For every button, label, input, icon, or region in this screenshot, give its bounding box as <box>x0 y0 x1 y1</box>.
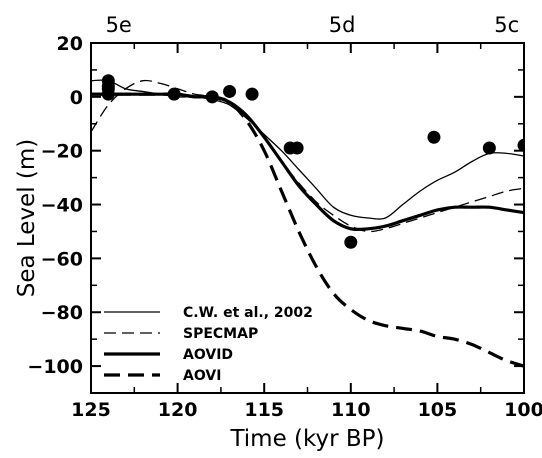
legend-label-0: C.W. et al., 2002 <box>183 305 313 321</box>
plot-area <box>91 74 524 368</box>
series-layer <box>91 79 524 368</box>
data-point <box>167 87 181 101</box>
series-line-1 <box>91 79 524 233</box>
y-axis-title: Sea Level (m) <box>14 139 40 298</box>
data-points <box>101 74 524 249</box>
x-tick-label: 105 <box>418 399 458 421</box>
x-tick-label: 110 <box>331 399 371 421</box>
data-point <box>245 87 259 101</box>
data-point <box>290 141 304 155</box>
series-line-3 <box>91 92 524 368</box>
x-tick-label: 100 <box>504 399 542 421</box>
x-tick-label: 120 <box>158 399 198 421</box>
data-point <box>101 87 115 101</box>
data-point <box>517 138 524 152</box>
data-point <box>223 84 237 98</box>
axis-ticks: 125 120 115 110 105 100 20 0 −20 −40 −60 −80 −100 <box>27 33 542 421</box>
data-point <box>482 141 496 155</box>
series-line-0 <box>91 79 524 220</box>
y-tick-label: −60 <box>41 248 83 270</box>
stage-label: 5e <box>106 13 132 37</box>
y-tick-label: −20 <box>41 141 83 163</box>
x-tick-label: 125 <box>71 399 111 421</box>
series-line-2 <box>91 92 524 232</box>
y-tick-label: −80 <box>41 302 83 324</box>
y-tick-label: 0 <box>70 87 83 109</box>
y-tick-label: −100 <box>27 356 83 378</box>
x-tick-label: 115 <box>244 399 284 421</box>
legend-label-1: SPECMAP <box>183 326 258 342</box>
legend-label-2: AOVID <box>183 347 233 363</box>
y-tick-label: −40 <box>41 195 83 217</box>
legend: C.W. et al., 2002 SPECMAP AOVID AOVI <box>104 305 313 384</box>
y-tick-label: 20 <box>57 33 83 55</box>
data-point <box>205 90 219 104</box>
data-point <box>427 130 441 144</box>
stage-label: 5d <box>329 13 356 37</box>
data-point <box>344 235 358 249</box>
x-axis-title: Time (kyr BP) <box>229 426 384 452</box>
stage-label: 5c <box>494 13 519 37</box>
stage-labels: 5e 5d 5c <box>106 13 520 37</box>
legend-label-3: AOVI <box>183 368 221 384</box>
